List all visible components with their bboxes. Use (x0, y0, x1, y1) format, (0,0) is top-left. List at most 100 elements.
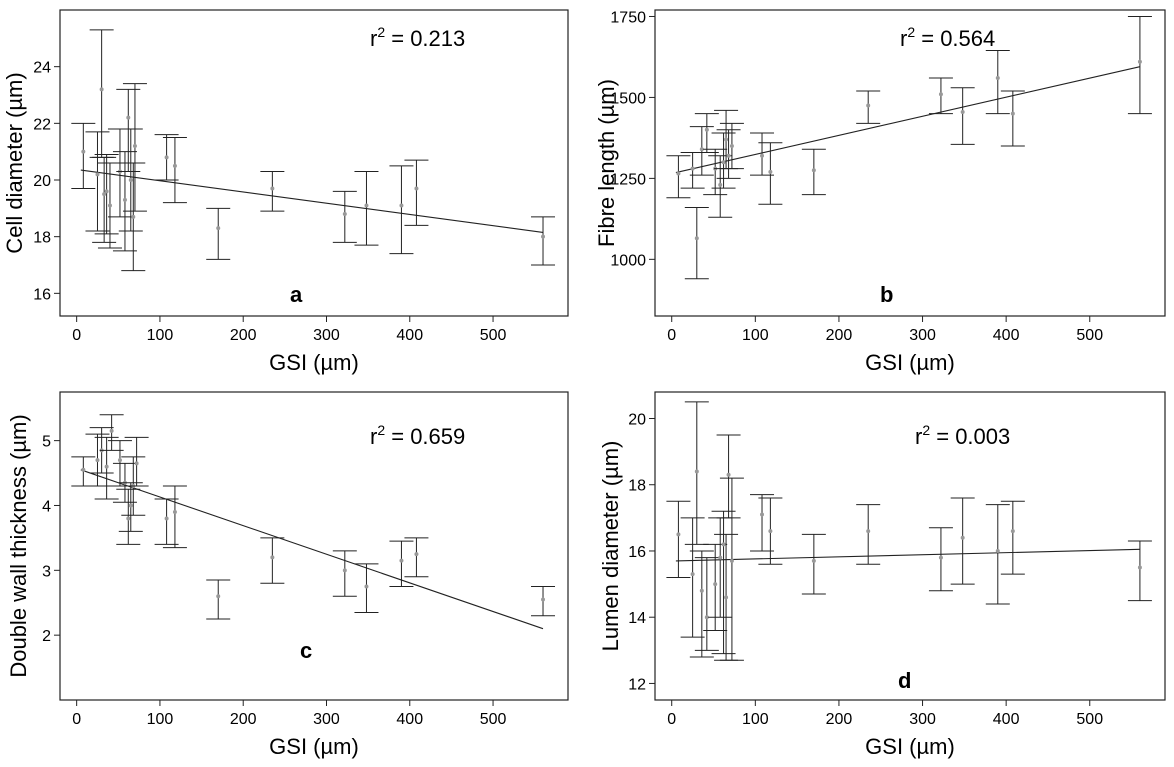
data-point-c (117, 458, 122, 463)
data-point-d (938, 555, 943, 560)
panel-letter-a: a (290, 282, 303, 307)
data-point-c (81, 467, 86, 472)
data-point-d (676, 532, 681, 537)
data-point-d (699, 588, 704, 593)
data-point-b (1137, 59, 1142, 64)
y-axis-title-b: Fibre length (µm) (594, 79, 619, 247)
data-point-b (938, 92, 943, 97)
data-point-d (724, 595, 729, 600)
data-point-b (960, 110, 965, 114)
y-tick-label-a: 24 (33, 60, 51, 77)
data-point-a (399, 203, 404, 208)
data-point-d (690, 572, 695, 577)
data-point-b (690, 166, 695, 171)
data-point-d (713, 582, 718, 587)
data-point-a (270, 186, 275, 191)
x-tick-label-a: 200 (230, 327, 257, 344)
data-point-b (729, 144, 734, 148)
data-point-a (132, 144, 137, 148)
data-point-a (107, 203, 112, 208)
y-tick-label-a: 20 (33, 173, 51, 190)
x-tick-label-c: 100 (147, 711, 174, 728)
x-tick-label-a: 300 (313, 327, 340, 344)
data-point-c (128, 503, 133, 508)
data-point-a (414, 186, 419, 191)
y-tick-label-d: 20 (628, 411, 646, 428)
x-tick-label-b: 300 (909, 327, 936, 344)
x-tick-label-d: 300 (909, 711, 936, 728)
data-point-d (811, 558, 816, 563)
x-tick-label-c: 500 (480, 711, 507, 728)
y-axis-title-a: Cell diameter (µm) (2, 72, 27, 253)
y-tick-label-c: 2 (42, 628, 51, 645)
panel-letter-c: c (300, 638, 312, 663)
regression-line-d (675, 548, 1140, 562)
data-point-b (676, 171, 681, 176)
data-point-d (694, 469, 699, 474)
data-point-b (694, 236, 699, 241)
x-tick-label-d: 0 (667, 711, 676, 728)
data-point-d (1010, 529, 1015, 534)
data-point-a (95, 172, 100, 177)
data-point-c (270, 555, 275, 560)
data-point-c (126, 516, 131, 521)
y-tick-label-c: 5 (42, 434, 51, 451)
data-point-b (1010, 111, 1015, 116)
data-point-d (1137, 565, 1142, 570)
x-tick-label-b: 0 (667, 327, 676, 344)
y-axis-title-d: Lumen diameter (µm) (598, 441, 623, 652)
x-tick-label-a: 100 (147, 327, 174, 344)
data-point-c (109, 428, 114, 433)
data-point-a (164, 155, 169, 160)
y-axis-title-c: Double wall thickness (µm) (6, 414, 31, 677)
data-point-c (364, 584, 369, 589)
data-point-b (699, 147, 704, 152)
data-point-d (726, 472, 731, 477)
data-point-b (811, 168, 816, 173)
x-tick-label-c: 200 (230, 711, 257, 728)
data-point-d (995, 548, 1000, 553)
data-point-d (866, 529, 871, 534)
data-point-c (172, 509, 177, 514)
x-tick-label-c: 400 (396, 711, 423, 728)
x-tick-label-a: 0 (72, 327, 81, 344)
x-tick-label-a: 400 (396, 327, 423, 344)
y-tick-label-b: 1500 (610, 90, 646, 107)
y-tick-label-b: 1250 (610, 171, 646, 188)
x-tick-label-a: 500 (480, 327, 507, 344)
y-tick-label-d: 12 (628, 676, 646, 693)
data-point-a (216, 226, 221, 231)
x-tick-label-c: 300 (313, 711, 340, 728)
y-tick-label-a: 16 (33, 286, 51, 303)
x-axis-title-a: GSI (µm) (269, 350, 359, 375)
data-point-d (704, 615, 709, 620)
x-tick-label-d: 100 (742, 711, 769, 728)
data-point-b (760, 153, 765, 158)
panel-letter-b: b (880, 282, 893, 307)
plot-frame-b (654, 9, 1166, 317)
data-point-a (126, 115, 131, 120)
data-point-c (95, 458, 100, 463)
y-tick-label-b: 1750 (610, 9, 646, 26)
data-point-b (704, 127, 709, 132)
data-point-c (164, 516, 169, 521)
r-squared-label-d: r2 = 0.003 (915, 422, 1010, 449)
data-point-b (726, 153, 731, 158)
data-point-a (122, 197, 127, 202)
plot-frame-d (654, 391, 1166, 701)
data-point-a (172, 163, 177, 168)
x-axis-title-d: GSI (µm) (865, 734, 955, 759)
y-tick-label-b: 1000 (610, 252, 646, 269)
data-point-a (102, 192, 107, 197)
data-point-b (724, 137, 729, 142)
regression-line-b (675, 66, 1141, 174)
x-axis-title-b: GSI (µm) (865, 350, 955, 375)
plot-frame-c (59, 391, 569, 701)
data-point-d (718, 555, 723, 560)
y-tick-label-d: 16 (628, 544, 646, 561)
y-tick-label-a: 22 (33, 116, 51, 133)
x-tick-label-d: 200 (826, 711, 853, 728)
regression-line-c (80, 469, 544, 630)
x-tick-label-c: 0 (72, 711, 81, 728)
